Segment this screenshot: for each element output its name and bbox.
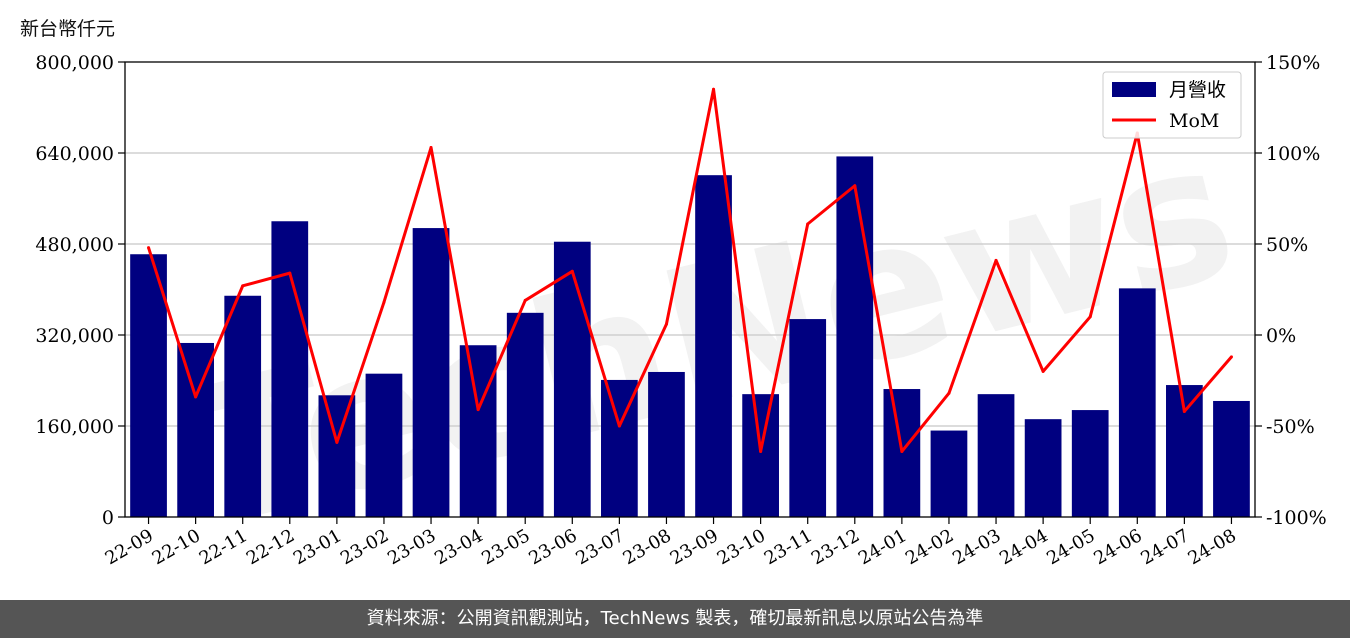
bar-23-03 bbox=[412, 228, 450, 517]
x-tick-label: 23-09 bbox=[667, 525, 722, 569]
mom-point-23-12 bbox=[853, 184, 857, 188]
bar-24-01 bbox=[883, 389, 921, 517]
right-tick-label: 100% bbox=[1266, 143, 1320, 165]
mom-point-24-02 bbox=[947, 391, 951, 395]
mom-point-23-06 bbox=[570, 269, 574, 273]
bar-24-04 bbox=[1024, 419, 1062, 517]
x-tick-label: 23-03 bbox=[384, 525, 439, 569]
mom-line bbox=[147, 87, 1233, 453]
mom-point-24-01 bbox=[900, 449, 904, 453]
left-tick-label: 0 bbox=[102, 507, 114, 529]
x-tick-label: 24-01 bbox=[855, 525, 910, 569]
mom-point-24-05 bbox=[1088, 315, 1092, 319]
mom-point-23-07 bbox=[617, 424, 621, 428]
x-tick-label: 24-07 bbox=[1137, 525, 1192, 569]
mom-point-22-11 bbox=[241, 284, 245, 288]
mom-point-23-05 bbox=[523, 298, 527, 302]
bar-24-06 bbox=[1118, 288, 1156, 517]
revenue-chart: 新台幣仟元 TechNews 0 160,000 320,000 480,000 640,… bbox=[20, 18, 1327, 569]
mom-point-22-12 bbox=[288, 271, 292, 275]
mom-point-23-09 bbox=[712, 87, 716, 91]
x-tick-label: 23-07 bbox=[572, 525, 627, 569]
bar-23-08 bbox=[648, 371, 685, 517]
mom-point-24-08 bbox=[1229, 355, 1233, 359]
mom-point-23-08 bbox=[664, 322, 668, 326]
mom-point-24-04 bbox=[1041, 369, 1045, 373]
bar-23-01 bbox=[318, 395, 356, 517]
left-tick-label: 160,000 bbox=[35, 416, 114, 438]
x-tick-label: 23-06 bbox=[525, 525, 580, 569]
mom-point-22-10 bbox=[194, 395, 198, 399]
legend-line-label: MoM bbox=[1169, 110, 1219, 132]
right-tick-label: 50% bbox=[1266, 234, 1308, 256]
mom-point-23-02 bbox=[382, 300, 386, 304]
right-tick-label: 150% bbox=[1266, 52, 1320, 74]
bar-23-04 bbox=[459, 345, 497, 517]
x-tick-label: 23-11 bbox=[761, 525, 816, 569]
bar-24-03 bbox=[977, 394, 1015, 517]
plot-frame bbox=[124, 61, 1256, 518]
mom-point-23-10 bbox=[759, 449, 763, 453]
bar-23-11 bbox=[789, 319, 827, 517]
bar-22-10 bbox=[177, 342, 214, 517]
bar-24-05 bbox=[1071, 410, 1109, 517]
bar-23-09 bbox=[695, 175, 732, 517]
mom-point-23-03 bbox=[429, 146, 433, 150]
x-tick-label: 22-10 bbox=[149, 525, 204, 569]
x-tick-label: 24-05 bbox=[1043, 525, 1098, 569]
bar-23-06 bbox=[553, 241, 591, 517]
left-tick-label: 480,000 bbox=[35, 234, 114, 256]
bar-22-09 bbox=[130, 254, 167, 518]
x-tick-label: 24-04 bbox=[996, 525, 1051, 569]
right-tick-label: -50% bbox=[1266, 416, 1315, 438]
x-tick-label: 23-04 bbox=[431, 525, 486, 569]
legend-bar-swatch bbox=[1112, 82, 1156, 97]
x-tick-label: 24-03 bbox=[949, 525, 1004, 569]
x-tick-label: 24-08 bbox=[1185, 525, 1240, 569]
left-tick-label: 800,000 bbox=[35, 52, 114, 74]
bar-24-02 bbox=[930, 430, 968, 517]
y-axis-unit-label: 新台幣仟元 bbox=[20, 18, 116, 40]
x-tick-label: 24-06 bbox=[1090, 525, 1145, 569]
bar-24-08 bbox=[1213, 400, 1250, 517]
bar-22-11 bbox=[224, 295, 262, 517]
bar-23-02 bbox=[365, 373, 403, 517]
x-tick-label: 23-05 bbox=[478, 525, 533, 569]
left-tick-label: 640,000 bbox=[35, 143, 114, 165]
mom-point-23-11 bbox=[806, 222, 810, 226]
mom-point-24-03 bbox=[994, 258, 998, 262]
bar-23-10 bbox=[742, 394, 779, 517]
right-tick-label: -100% bbox=[1266, 507, 1327, 529]
x-tick-label: 23-10 bbox=[714, 525, 769, 569]
x-tick-label: 23-12 bbox=[808, 525, 863, 569]
x-tick-label: 24-02 bbox=[902, 525, 957, 569]
bar-23-05 bbox=[506, 312, 544, 517]
chart-canvas: TechNews0160,000320,000480,000640,000800… bbox=[35, 52, 1327, 569]
mom-point-23-04 bbox=[476, 408, 480, 412]
bar-23-12 bbox=[836, 156, 874, 517]
source-footer: 資料來源：公開資訊觀測站，TechNews 製表，確切最新訊息以原站公告為準 bbox=[0, 600, 1350, 638]
left-tick-label: 320,000 bbox=[35, 325, 114, 347]
mom-point-23-01 bbox=[335, 440, 339, 444]
x-tick-label: 23-08 bbox=[620, 525, 675, 569]
legend-bar-label: 月營收 bbox=[1169, 79, 1226, 101]
x-tick-label: 22-09 bbox=[102, 525, 157, 569]
bar-22-12 bbox=[271, 221, 309, 517]
mom-point-22-09 bbox=[147, 246, 151, 250]
right-tick-label: 0% bbox=[1266, 325, 1296, 347]
mom-point-24-07 bbox=[1182, 409, 1186, 413]
